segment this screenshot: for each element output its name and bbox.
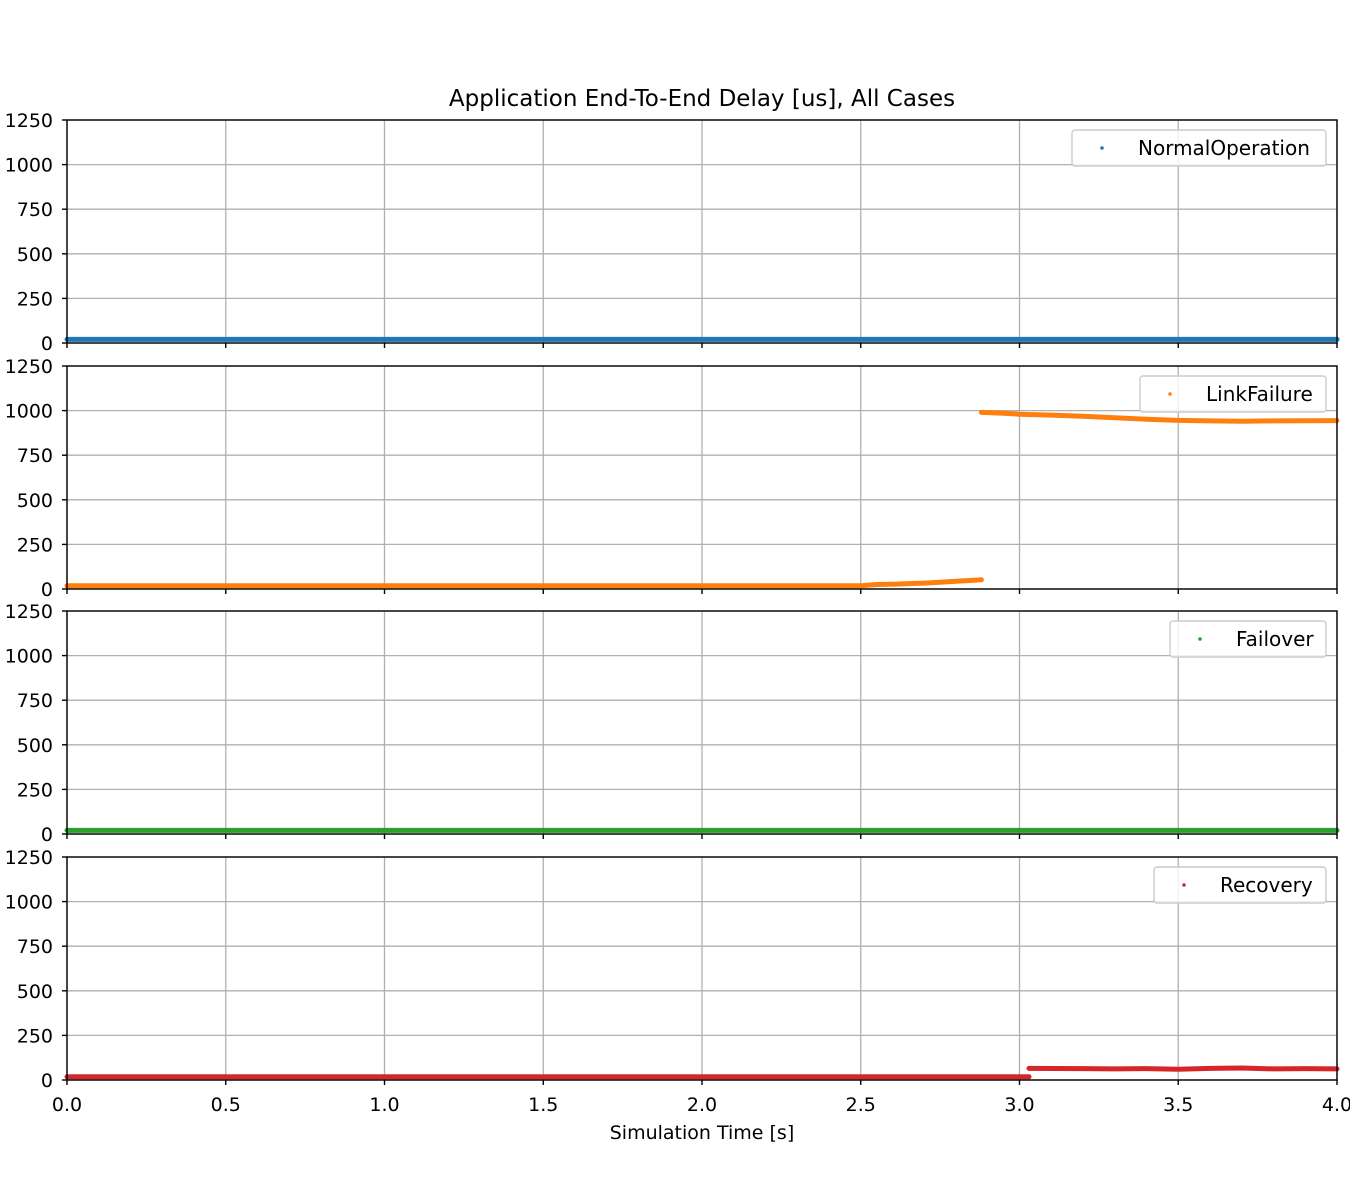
legend: NormalOperation bbox=[1071, 129, 1327, 167]
y-tick-label: 500 bbox=[17, 735, 53, 757]
legend-box bbox=[1153, 866, 1327, 904]
y-tick-label: 0 bbox=[41, 1070, 53, 1092]
legend-marker bbox=[1100, 146, 1104, 150]
y-tick-label: 750 bbox=[17, 199, 53, 221]
x-tick-label: 4.0 bbox=[1322, 1094, 1350, 1116]
y-tick-label: 1250 bbox=[5, 356, 53, 378]
y-tick-label: 1000 bbox=[5, 155, 53, 177]
y-tick-label: 0 bbox=[41, 579, 53, 601]
legend-label: Recovery bbox=[1220, 873, 1313, 897]
legend-marker bbox=[1182, 883, 1186, 887]
subplot-failover: 0 250 500 750 1000 1250 Failover bbox=[5, 601, 1340, 846]
legend-box bbox=[1071, 129, 1327, 167]
legend-label: Failover bbox=[1236, 627, 1314, 651]
y-tick-label: 500 bbox=[17, 981, 53, 1003]
series-points bbox=[64, 577, 984, 589]
legend: Recovery bbox=[1153, 866, 1327, 904]
y-tick-label: 1250 bbox=[5, 601, 53, 623]
y-tick-label: 250 bbox=[17, 288, 53, 310]
x-tick-label: 0.5 bbox=[211, 1094, 241, 1116]
y-tick-label: 250 bbox=[17, 1025, 53, 1047]
legend-marker bbox=[1198, 637, 1202, 641]
y-tick-label: 1000 bbox=[5, 401, 53, 423]
chart-title: Application End-To-End Delay [us], All C… bbox=[449, 86, 955, 112]
legend-label: LinkFailure bbox=[1206, 382, 1313, 406]
x-axis-label: Simulation Time [s] bbox=[610, 1122, 795, 1144]
series-points bbox=[1026, 1065, 1340, 1072]
x-tick-label: 1.5 bbox=[528, 1094, 558, 1116]
y-tick-label: 250 bbox=[17, 779, 53, 801]
x-tick-label: 3.0 bbox=[1004, 1094, 1034, 1116]
x-tick-label: 1.0 bbox=[369, 1094, 399, 1116]
y-tick-label: 0 bbox=[41, 333, 53, 355]
subplot-recovery: 0 250 500 750 1000 1250 Recovery bbox=[5, 847, 1340, 1092]
y-tick-label: 1250 bbox=[5, 110, 53, 132]
y-tick-label: 500 bbox=[17, 244, 53, 266]
series-points bbox=[978, 409, 1340, 424]
subplots: 0 250 500 750 1000 1250 NormalOperation 0 250 500… bbox=[5, 110, 1340, 1092]
y-tick-label: 500 bbox=[17, 490, 53, 512]
subplot-linkfailure: 0 250 500 750 1000 1250 LinkFailure bbox=[5, 356, 1340, 601]
legend-marker bbox=[1168, 392, 1172, 396]
y-tick-label: 0 bbox=[41, 824, 53, 846]
y-tick-label: 750 bbox=[17, 936, 53, 958]
x-tick-label: 3.5 bbox=[1163, 1094, 1193, 1116]
legend: Failover bbox=[1169, 620, 1327, 658]
x-axis: 0.0 0.5 1.0 1.5 2.0 2.5 3.0 3.5 4.0 bbox=[52, 1094, 1350, 1116]
y-tick-label: 750 bbox=[17, 690, 53, 712]
legend-box bbox=[1139, 375, 1327, 413]
y-tick-label: 1250 bbox=[5, 847, 53, 869]
y-tick-label: 250 bbox=[17, 534, 53, 556]
y-tick-label: 750 bbox=[17, 445, 53, 467]
legend-label: NormalOperation bbox=[1138, 136, 1310, 160]
y-tick-label: 1000 bbox=[5, 646, 53, 668]
legend: LinkFailure bbox=[1139, 375, 1327, 413]
x-tick-label: 0.0 bbox=[52, 1094, 82, 1116]
y-tick-label: 1000 bbox=[5, 892, 53, 914]
x-tick-label: 2.5 bbox=[846, 1094, 876, 1116]
legend-box bbox=[1169, 620, 1327, 658]
subplot-normaloperation: 0 250 500 750 1000 1250 NormalOperation bbox=[5, 110, 1340, 355]
x-tick-label: 2.0 bbox=[687, 1094, 717, 1116]
